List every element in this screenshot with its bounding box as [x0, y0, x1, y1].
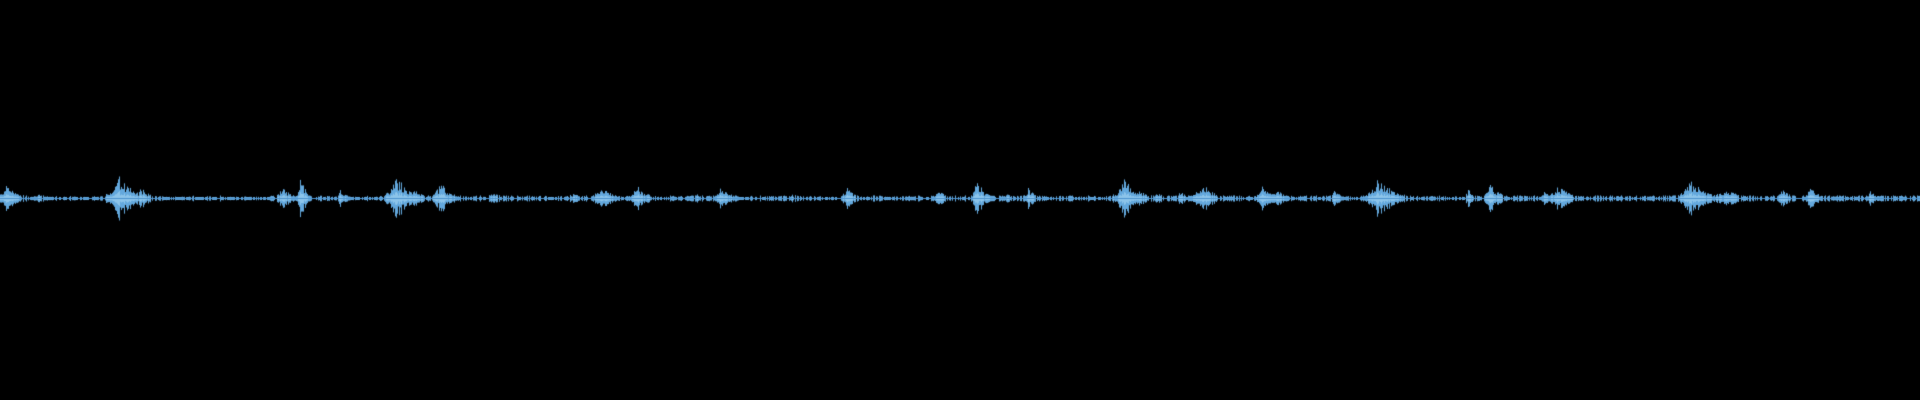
waveform-canvas[interactable]: [0, 0, 1920, 400]
audio-waveform-viewer[interactable]: [0, 0, 1920, 400]
